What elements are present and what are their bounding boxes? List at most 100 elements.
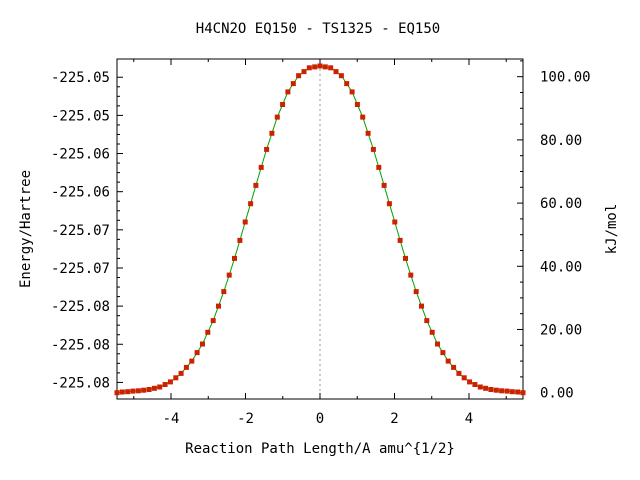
data-point bbox=[226, 272, 232, 278]
data-point bbox=[183, 364, 189, 370]
y-tick-label: -225.07 bbox=[51, 223, 110, 239]
data-point bbox=[440, 350, 446, 356]
x-tick-label: -2 bbox=[237, 411, 254, 427]
data-point bbox=[135, 388, 141, 394]
data-point bbox=[338, 73, 344, 79]
data-point bbox=[130, 388, 136, 394]
data-point bbox=[274, 114, 280, 120]
x-tick-label: 2 bbox=[390, 411, 398, 427]
data-point bbox=[451, 364, 457, 370]
data-point bbox=[125, 389, 131, 395]
data-point bbox=[435, 341, 440, 347]
x-axis-ticks: -4 -2 0 2 4 bbox=[133, 59, 507, 427]
data-point bbox=[290, 81, 296, 87]
data-point bbox=[232, 255, 237, 261]
data-point bbox=[504, 388, 510, 394]
data-point bbox=[173, 375, 179, 381]
data-point bbox=[216, 303, 221, 309]
data-point bbox=[312, 64, 318, 70]
y-tick-label: -225.06 bbox=[51, 185, 110, 201]
data-point bbox=[429, 329, 435, 335]
y-tick-label: -225.05 bbox=[51, 70, 110, 86]
y2-tick-label: 20.00 bbox=[540, 322, 582, 338]
data-point bbox=[258, 164, 264, 170]
data-point bbox=[253, 182, 259, 188]
data-point bbox=[381, 182, 387, 188]
x-tick-label: -4 bbox=[163, 411, 180, 427]
y2-tick-label: 80.00 bbox=[540, 133, 582, 149]
data-point bbox=[146, 387, 152, 392]
data-point bbox=[403, 255, 408, 261]
y2-tick-label: 60.00 bbox=[540, 196, 582, 212]
data-point bbox=[141, 387, 147, 393]
chart-title: H4CN2O EQ150 - TS1325 - EQ150 bbox=[196, 21, 440, 37]
data-point bbox=[157, 384, 163, 390]
y2-axis-ticks: 0.00 20.00 40.00 60.00 80.00 100.00 bbox=[517, 60, 591, 402]
y-tick-label: -225.08 bbox=[51, 337, 110, 353]
y-axis-ticks: -225.05 -225.05 -225.06 -225.06 -225.07 -225.… bbox=[51, 70, 123, 391]
data-point bbox=[456, 370, 462, 376]
data-point bbox=[488, 387, 494, 392]
data-point bbox=[386, 201, 392, 207]
data-point bbox=[322, 64, 328, 70]
data-point bbox=[499, 388, 505, 394]
data-point bbox=[445, 358, 451, 364]
data-point bbox=[167, 379, 173, 385]
y-tick-label: -225.05 bbox=[51, 108, 110, 124]
data-point bbox=[413, 289, 419, 295]
y-tick-label: -225.07 bbox=[51, 261, 110, 277]
data-point bbox=[189, 358, 195, 364]
data-point bbox=[477, 384, 483, 390]
data-point bbox=[221, 289, 227, 295]
data-point bbox=[114, 390, 120, 396]
data-point bbox=[317, 63, 323, 69]
y2-tick-label: 100.00 bbox=[540, 70, 591, 86]
y2-tick-label: 0.00 bbox=[540, 386, 574, 402]
data-point bbox=[280, 102, 286, 107]
x-axis-label: Reaction Path Length/A amu^{1/2} bbox=[185, 441, 455, 457]
data-point bbox=[162, 382, 168, 387]
data-point bbox=[200, 341, 205, 347]
x-tick-label: 4 bbox=[465, 411, 473, 427]
data-point bbox=[296, 73, 302, 79]
data-point bbox=[210, 318, 216, 324]
data-point bbox=[178, 370, 184, 376]
data-point bbox=[360, 114, 366, 120]
data-point bbox=[354, 102, 360, 107]
data-point bbox=[301, 69, 307, 75]
data-point bbox=[151, 385, 157, 391]
data-point bbox=[493, 387, 499, 393]
y2-axis-label: kJ/mol bbox=[604, 204, 620, 255]
data-point bbox=[424, 318, 430, 324]
data-point bbox=[467, 379, 473, 385]
data-point bbox=[461, 375, 467, 381]
data-point bbox=[392, 219, 398, 225]
data-point bbox=[333, 69, 339, 75]
y-axis-label: Energy/Hartree bbox=[18, 170, 34, 288]
data-point bbox=[370, 146, 376, 152]
data-point bbox=[306, 65, 312, 71]
data-point bbox=[237, 237, 243, 243]
data-point bbox=[328, 65, 334, 71]
data-point bbox=[419, 303, 424, 309]
data-point bbox=[376, 164, 382, 170]
data-point bbox=[285, 89, 291, 95]
data-point bbox=[264, 146, 270, 152]
data-point bbox=[119, 389, 125, 395]
data-point bbox=[349, 89, 355, 95]
y-tick-label: -225.06 bbox=[51, 147, 110, 163]
data-point bbox=[520, 390, 526, 396]
x-tick-label: 0 bbox=[316, 411, 324, 427]
data-point bbox=[269, 130, 275, 136]
data-point bbox=[344, 81, 350, 87]
data-point bbox=[194, 350, 200, 356]
y2-tick-label: 40.00 bbox=[540, 259, 582, 275]
data-point bbox=[509, 389, 515, 395]
y-tick-label: -225.08 bbox=[51, 375, 110, 391]
data-point bbox=[472, 382, 478, 387]
data-point bbox=[365, 130, 371, 136]
data-point bbox=[397, 237, 403, 243]
data-point bbox=[242, 219, 248, 225]
data-point bbox=[408, 272, 414, 278]
